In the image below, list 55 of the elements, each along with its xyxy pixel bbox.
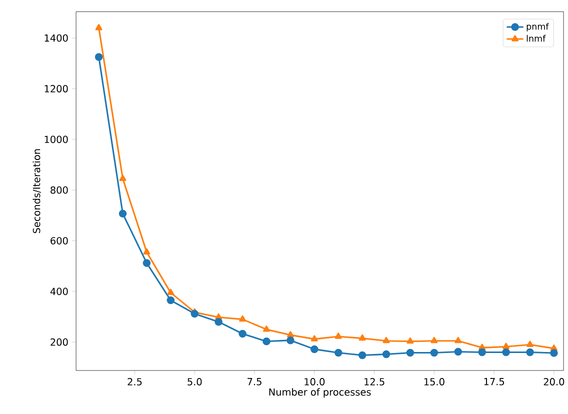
point (526, 348, 534, 356)
point (454, 336, 462, 344)
point (167, 288, 174, 295)
point (502, 342, 510, 349)
point (334, 332, 342, 339)
x-tick-label: 15.0 (424, 378, 444, 386)
point (239, 315, 246, 322)
y-tick-label: 400 (50, 288, 68, 295)
point (214, 318, 222, 326)
y-axis-title: Seconds/Iteration (32, 149, 41, 233)
legend-label: pnmf (526, 22, 549, 32)
y-tick-label: 1200 (44, 84, 68, 92)
point (263, 325, 270, 332)
x-tick-label: 10.0 (304, 378, 325, 386)
point (382, 350, 390, 358)
point (406, 348, 414, 356)
legend-label: lnmf (526, 34, 546, 42)
point (382, 336, 390, 344)
point (454, 348, 462, 356)
y-tick-label: 1000 (44, 136, 68, 143)
point (526, 340, 534, 347)
point (430, 336, 438, 344)
x-tick-label: 17.5 (484, 378, 504, 386)
point (286, 330, 294, 338)
y-tick-label: 200 (50, 338, 68, 346)
y-tick-label: 1400 (44, 34, 68, 42)
x-tick-label: 5.0 (188, 378, 202, 386)
point (142, 258, 151, 267)
point (334, 348, 342, 356)
point (262, 337, 270, 346)
point (166, 296, 175, 304)
point (310, 335, 318, 342)
point (143, 248, 150, 254)
point (118, 210, 127, 218)
y-tick-label: 600 (50, 236, 68, 244)
y-tick-label: 800 (50, 186, 68, 194)
point (478, 348, 486, 356)
x-tick-label: 12.5 (364, 378, 384, 386)
point (310, 345, 318, 353)
point (286, 336, 294, 344)
point (430, 348, 438, 356)
point (502, 348, 510, 356)
point (94, 52, 103, 61)
x-axis-title: Number of processes (269, 388, 371, 398)
point (119, 174, 126, 181)
point (358, 334, 366, 340)
x-tick-label: 7.5 (248, 378, 262, 386)
point (190, 310, 199, 318)
point (238, 330, 246, 338)
point (406, 337, 414, 344)
point (95, 24, 102, 30)
x-tick-label: 20.0 (544, 378, 564, 386)
point (550, 348, 558, 357)
x-tick-label: 2.5 (128, 378, 142, 386)
point (358, 351, 366, 359)
